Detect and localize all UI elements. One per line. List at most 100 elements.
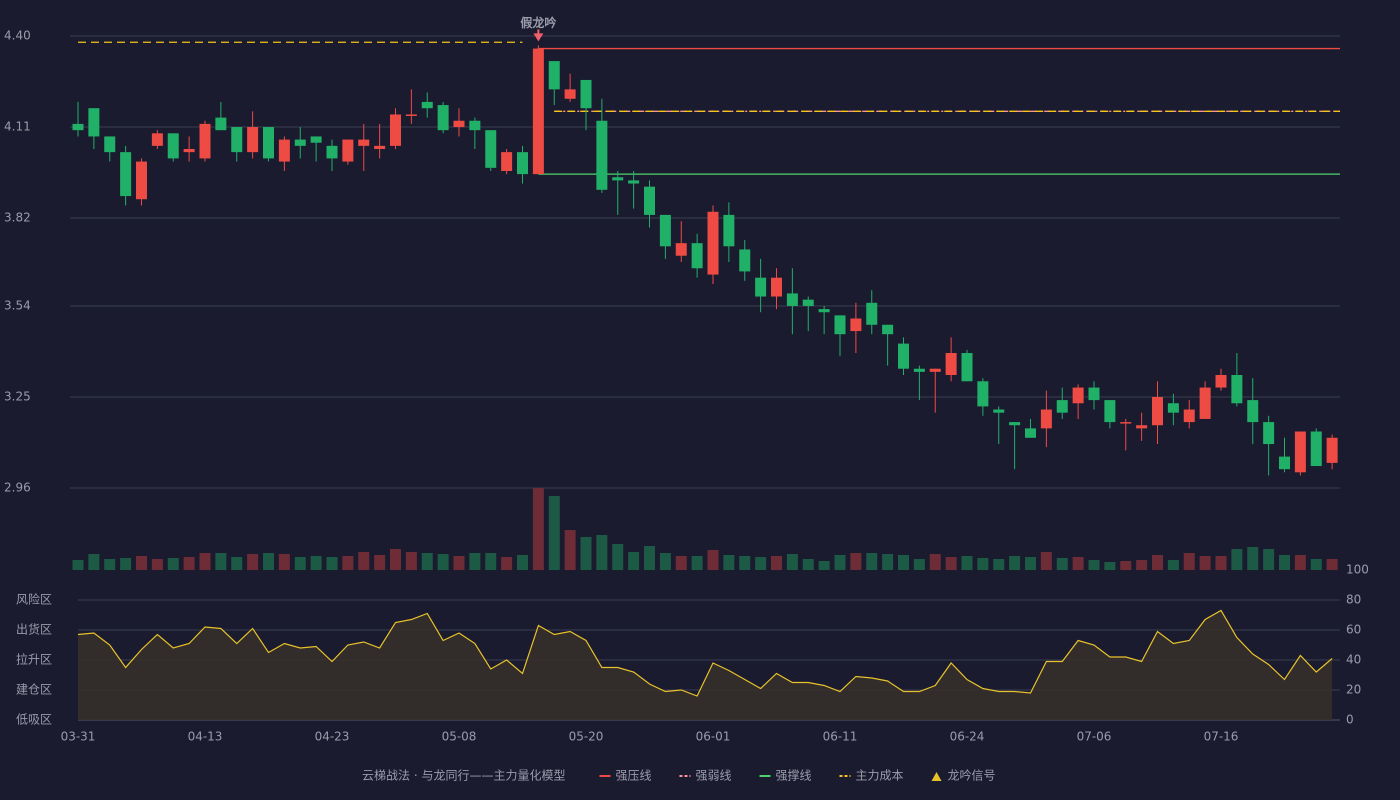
indicator-line [77, 609, 1333, 697]
candle-body [1231, 375, 1243, 404]
candle-body [374, 145, 386, 149]
candle-body [786, 293, 798, 306]
volume-bar [1183, 553, 1195, 570]
volume-bar [1009, 556, 1021, 570]
candle-body [390, 114, 401, 146]
volume-bar [802, 559, 814, 570]
candle-body [1199, 387, 1211, 419]
volume-bar [945, 557, 957, 570]
candle-body [929, 368, 941, 372]
y-tick-label: 4.40 [4, 29, 31, 43]
legend-title: 云梯战法 · 与龙同行——主力量化模型 [362, 769, 565, 783]
candle-body [755, 277, 767, 297]
volume-bar [1088, 560, 1100, 570]
candle-body [1167, 403, 1179, 413]
volume-bar [104, 559, 116, 570]
volume-bar [390, 549, 401, 570]
x-tick-label: 07-16 [1204, 730, 1239, 744]
y2-tick-label: 80 [1346, 593, 1361, 607]
candle-body [278, 139, 290, 162]
candle-body [104, 136, 116, 153]
candle-body [659, 214, 671, 247]
candle-body [1294, 431, 1306, 473]
candle-body [628, 180, 640, 184]
candle-body [1120, 422, 1132, 424]
legend-symbol [931, 772, 942, 781]
volume-bar [723, 555, 735, 570]
signal-arrow [533, 33, 544, 42]
candle-body [707, 211, 719, 275]
x-tick-label: 05-08 [442, 730, 477, 744]
candle-body [532, 48, 544, 175]
candle-body [72, 123, 84, 131]
candle-body [215, 117, 227, 131]
candle-body [1072, 387, 1084, 404]
volume-bar [612, 544, 624, 570]
candle-body [739, 249, 751, 272]
candle-body [1136, 425, 1148, 429]
volume-bar [644, 546, 655, 570]
candle-body [898, 343, 909, 369]
y-tick-label: 2.96 [4, 481, 31, 495]
volume-bar [1025, 557, 1036, 570]
candle-body [1104, 400, 1116, 423]
volume-bar [691, 556, 703, 570]
volume-bar [469, 553, 481, 570]
volume-bar [707, 550, 719, 570]
candle-body [517, 152, 528, 175]
candle-body [723, 214, 735, 247]
candle-body [151, 133, 163, 146]
candle-body [1056, 400, 1068, 413]
volume-bar [913, 559, 925, 570]
volume-bar [1215, 556, 1227, 570]
candle-body [691, 243, 703, 269]
x-tick-label: 05-20 [569, 730, 604, 744]
x-tick-label: 04-13 [188, 730, 223, 744]
volume-bar [548, 496, 560, 570]
volume-bar [88, 554, 100, 570]
candle-body [501, 152, 513, 171]
volume-bar [564, 530, 576, 570]
zone-label: 风险区 [16, 592, 52, 607]
candle-body [1310, 431, 1322, 467]
candle-body [358, 139, 370, 146]
candle-body [961, 353, 973, 382]
volume-bar [961, 556, 973, 570]
volume-bar [818, 561, 830, 570]
volume-bar [485, 553, 497, 570]
volume-bar [263, 553, 274, 570]
legend-label: 强弱线 [695, 769, 731, 783]
volume-bar [580, 537, 592, 570]
candle-body [199, 123, 211, 159]
volume-bar [1120, 561, 1132, 570]
candle-body [945, 353, 957, 375]
candle-body [342, 139, 354, 162]
candle-body [405, 114, 417, 116]
volume-bar [1199, 556, 1211, 570]
volume-bar [421, 553, 433, 570]
candle-body [437, 105, 449, 131]
candle-body [310, 136, 322, 143]
volume-bar [1040, 552, 1052, 570]
candle-body [834, 315, 846, 335]
candle-body [1183, 409, 1195, 423]
candle-body [1279, 456, 1290, 470]
candle-body [88, 108, 100, 137]
volume-bar [151, 559, 163, 570]
x-tick-label: 06-24 [950, 730, 985, 744]
candle-body [1025, 428, 1036, 438]
volume-bar [1167, 560, 1179, 570]
candle-body [644, 186, 655, 215]
candle-body [977, 381, 989, 407]
candle-body [469, 120, 481, 131]
candle-body [326, 145, 338, 159]
volume-bar [358, 552, 370, 570]
volume-bar [659, 553, 671, 570]
legend-label: 主力成本 [856, 769, 904, 783]
volume-bar [278, 554, 290, 570]
candle-body [596, 120, 608, 190]
candle-body [850, 318, 862, 332]
volume-bar [882, 554, 894, 570]
candle-body [421, 101, 433, 109]
